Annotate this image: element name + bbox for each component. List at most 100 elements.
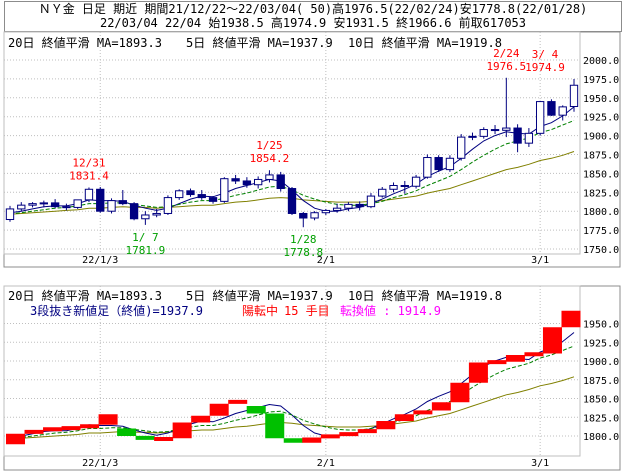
renko-up-box bbox=[468, 362, 488, 383]
top-legend-ma5: 5日 終値平滑 MA=1937.9 bbox=[186, 35, 333, 50]
top-axes: 1750.0 1775.0 1800.0 1825.0 1850.0 1875.0 1900… bbox=[82, 56, 619, 266]
candle-body bbox=[490, 129, 500, 132]
renko-up-box bbox=[450, 382, 470, 403]
renko-status-reversal: 転換値 : 1914.9 bbox=[340, 303, 441, 318]
annotation-value: 1976.5 bbox=[486, 60, 526, 73]
y-tick-label: 1875.0 bbox=[583, 151, 619, 162]
candle-body bbox=[141, 214, 150, 220]
renko-up-box bbox=[209, 403, 229, 416]
bottom-moving-averages bbox=[9, 332, 575, 440]
candle-body bbox=[96, 188, 105, 212]
candle-body bbox=[197, 194, 206, 199]
candle-body bbox=[513, 127, 522, 144]
y-tick-label: 1900.0 bbox=[583, 132, 619, 143]
renko-down-box bbox=[246, 406, 266, 414]
y-tick-label: 1950.0 bbox=[583, 320, 619, 331]
renko-up-box bbox=[43, 427, 63, 432]
candle-body bbox=[39, 202, 49, 205]
candle-body bbox=[50, 202, 60, 208]
candle-body bbox=[129, 203, 139, 220]
ma5-line bbox=[9, 332, 575, 438]
renko-status-count: 15 手目 bbox=[284, 304, 330, 318]
candle-body bbox=[400, 184, 409, 187]
renko-up-box bbox=[98, 414, 118, 425]
renko-up-box bbox=[561, 310, 581, 328]
y-tick-label: 1775.0 bbox=[583, 226, 619, 237]
renko-up-box bbox=[172, 422, 192, 439]
y-tick-label: 1825.0 bbox=[583, 188, 619, 199]
renko-up-box bbox=[302, 437, 322, 443]
renko-up-box bbox=[505, 355, 525, 362]
renko-series bbox=[6, 310, 581, 445]
top-legend-ma20: 20日 終値平滑 MA=1893.3 bbox=[8, 35, 162, 50]
y-tick-label: 1800.0 bbox=[583, 207, 619, 218]
candle-body bbox=[411, 176, 421, 187]
bottom-axes: 1800.0 1825.0 1850.0 1875.0 1900.0 1925.0 1950… bbox=[82, 320, 619, 470]
candle-body bbox=[28, 203, 37, 206]
x-tick-label: 22/1/3 bbox=[82, 255, 118, 266]
candle-body bbox=[547, 101, 556, 116]
y-tick-label: 2000.0 bbox=[583, 56, 619, 67]
candle-body bbox=[276, 174, 285, 190]
y-tick-label: 1950.0 bbox=[583, 94, 619, 105]
candle-body bbox=[220, 178, 229, 202]
candle-body bbox=[231, 178, 240, 182]
x-tick-label: 3/1 bbox=[531, 255, 549, 266]
annotation-value: 1831.4 bbox=[69, 169, 109, 182]
renko-down-box bbox=[117, 428, 137, 436]
candle-body bbox=[423, 157, 432, 178]
candle-body bbox=[84, 188, 94, 201]
candle-body bbox=[253, 178, 263, 186]
chart-title-bar: ＮＹ金 日足 期近 期間21/12/22〜22/03/04( 50)高1976.… bbox=[4, 1, 622, 18]
ma10-line bbox=[9, 345, 575, 440]
annotation-date: 12/31 bbox=[72, 156, 105, 169]
candle-body bbox=[175, 190, 184, 199]
candle-body bbox=[73, 199, 82, 208]
y-tick-label: 1850.0 bbox=[583, 395, 619, 406]
y-tick-label: 1925.0 bbox=[583, 113, 619, 124]
candle-body bbox=[524, 132, 534, 144]
bottom-legend-ma5: 5日 終値平滑 MA=1937.9 bbox=[186, 288, 333, 303]
bottom-plot-area bbox=[3, 285, 581, 457]
candle-body bbox=[242, 180, 252, 186]
renko-up-box bbox=[524, 352, 544, 357]
candle-body bbox=[152, 212, 161, 216]
annotation-value: 1854.2 bbox=[250, 152, 290, 165]
renko-up-box bbox=[394, 414, 414, 421]
renko-status-state: 陽転中 bbox=[242, 303, 278, 318]
top-legend-ma10: 10日 終値平滑 MA=1919.8 bbox=[348, 35, 502, 50]
renko-down-box bbox=[135, 435, 155, 440]
candle-body bbox=[366, 195, 376, 208]
renko-up-box bbox=[61, 426, 81, 431]
annotation-value: 1781.9 bbox=[125, 244, 165, 257]
bottom-legend-ma10: 10日 終値平滑 MA=1919.8 bbox=[348, 288, 502, 303]
candle-body bbox=[118, 200, 127, 205]
y-tick-label: 1800.0 bbox=[583, 432, 619, 443]
candle-body bbox=[287, 188, 297, 214]
candle-body bbox=[208, 197, 218, 202]
renko-up-box bbox=[24, 429, 44, 434]
annotation-value: 1778.8 bbox=[283, 246, 323, 259]
candle-body bbox=[502, 127, 511, 131]
candle-body bbox=[569, 84, 579, 107]
renko-up-box bbox=[357, 429, 377, 434]
x-tick-label: 2/1 bbox=[317, 458, 335, 469]
candle-body bbox=[17, 204, 26, 210]
annotation-date: 1/28 bbox=[290, 233, 317, 246]
candle-body bbox=[310, 212, 319, 219]
annotation-date: 2/24 bbox=[493, 47, 520, 60]
candle-body bbox=[332, 207, 342, 211]
candle-body bbox=[321, 209, 331, 214]
y-tick-label: 1975.0 bbox=[583, 75, 619, 86]
candle-body bbox=[62, 206, 71, 209]
renko-status-title: 3段抜き新値足（終値)=1937.9 bbox=[30, 303, 203, 318]
renko-down-box bbox=[283, 438, 303, 443]
renko-up-box bbox=[413, 410, 433, 415]
renko-up-box bbox=[191, 415, 211, 423]
candle-body bbox=[107, 200, 116, 212]
x-tick-label: 22/1/3 bbox=[82, 458, 118, 469]
renko-up-box bbox=[6, 433, 26, 445]
candle-body bbox=[163, 197, 173, 214]
